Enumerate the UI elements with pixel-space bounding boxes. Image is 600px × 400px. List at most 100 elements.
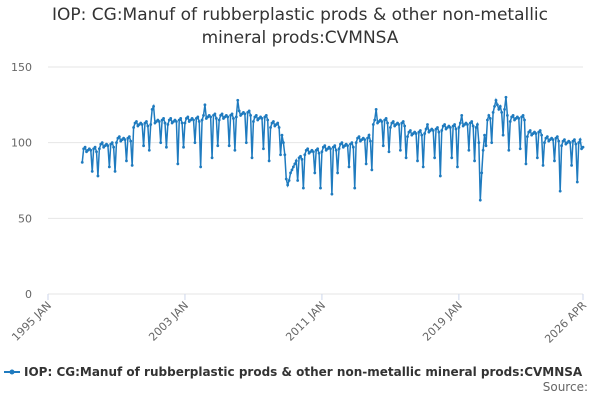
data-point [454,127,458,131]
data-point [570,163,573,167]
data-point [250,156,254,160]
data-point [226,115,230,119]
data-point [448,126,452,129]
data-point [518,147,522,151]
data-point [521,114,525,117]
data-point [117,135,121,139]
data-point [142,144,145,148]
data-point [284,177,288,181]
data-point [236,98,240,102]
data-point [329,147,332,151]
data-point [391,120,395,123]
data-point [123,138,127,142]
data-point [367,133,371,137]
data-point [347,165,351,169]
data-point [266,118,270,122]
data-point [279,153,282,157]
data-point [471,124,475,128]
data-point [574,142,578,146]
data-point [440,129,444,132]
data-point [474,126,478,129]
data-point [414,132,418,135]
data-point [115,141,118,145]
y-tick-label: 0 [25,288,32,301]
data-point [267,159,271,163]
data-point [165,145,168,149]
data-point [320,150,324,154]
data-point [230,112,234,116]
data-point [244,141,248,145]
data-point [145,120,148,123]
data-point [196,115,200,119]
data-point [282,141,285,145]
data-point [217,118,221,122]
data-point [578,138,582,142]
data-point [523,118,526,122]
data-point [384,117,388,120]
data-point [277,126,281,129]
data-point [110,141,114,145]
data-point [106,144,110,148]
data-point [340,141,344,145]
data-point [97,147,101,151]
data-point [243,112,247,116]
data-point [100,141,104,145]
data-point [486,118,489,122]
data-point [491,111,495,114]
data-point [249,114,252,117]
data-point [423,132,427,135]
data-point [481,148,485,152]
data-point [535,156,539,160]
data-point [575,180,579,184]
data-point [477,141,481,145]
data-point [397,123,401,126]
data-point [150,107,154,111]
data-point [227,144,231,148]
data-point [180,121,184,125]
data-point [200,118,204,122]
data-point [316,147,320,151]
data-point [113,170,117,173]
data-point [545,135,549,139]
data-point [437,130,441,134]
data-point [203,103,207,107]
data-point [501,133,505,137]
data-point [213,112,217,116]
data-point [508,120,512,123]
legend-label: IOP: CG:Manuf of rubberplastic prods & o… [24,365,583,379]
data-point [197,120,201,123]
data-point [287,179,291,182]
data-point [234,115,238,119]
data-point [401,120,405,123]
data-point [283,153,287,157]
data-point [336,171,340,175]
data-point [313,171,317,175]
data-point [95,150,98,154]
data-point [269,126,272,129]
data-point [540,133,544,137]
data-point [210,156,214,160]
data-point [89,148,93,152]
data-point [386,121,389,125]
data-point [237,109,241,113]
data-point [162,117,165,120]
data-point [199,165,203,169]
data-point [408,129,412,132]
data-point [470,120,474,123]
data-point [505,114,509,117]
data-point [169,117,173,120]
y-tick-label: 50 [18,212,32,225]
data-point [480,171,484,175]
data-point [357,135,361,139]
data-point [175,120,178,123]
data-point [500,111,504,114]
data-point [202,114,205,117]
data-point [453,123,456,126]
data-point [476,123,479,126]
data-point [577,141,581,145]
data-point [517,117,521,120]
data-point [264,114,268,117]
data-point [293,162,297,166]
data-point [558,189,562,193]
data-point [369,139,372,143]
